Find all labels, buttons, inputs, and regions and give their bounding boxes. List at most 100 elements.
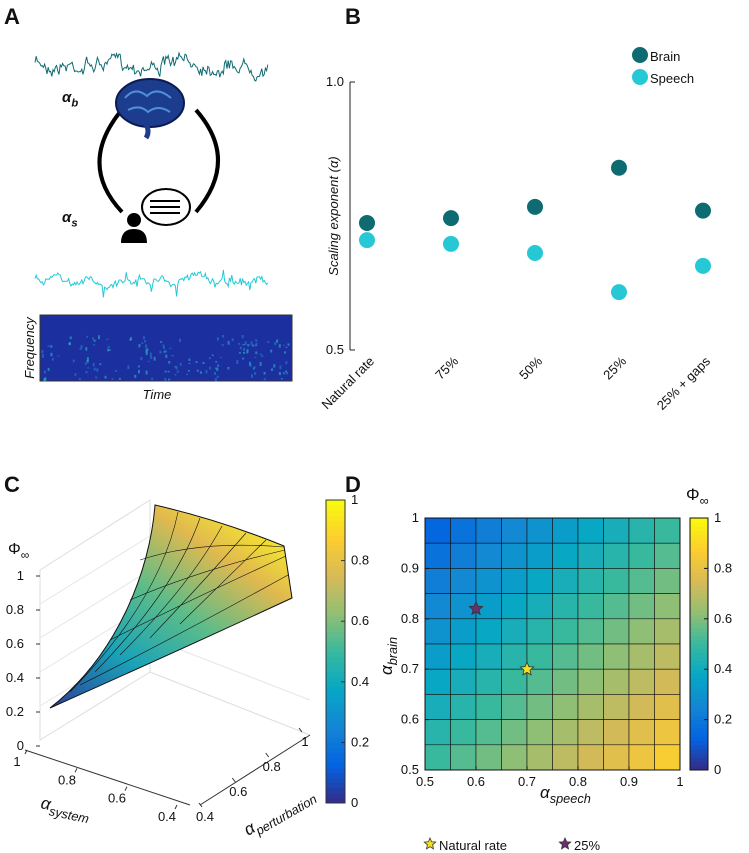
colorbar-segment <box>326 641 345 647</box>
x-tick-label: 1 <box>676 774 683 789</box>
dot <box>611 284 627 301</box>
spectrogram-speck <box>255 342 258 345</box>
heatmap-cell <box>628 643 655 670</box>
colorbar-segment <box>690 606 708 611</box>
heatmap-cell <box>654 719 681 746</box>
x-tick-label: 0.9 <box>620 774 638 789</box>
spectrogram-speck <box>145 370 148 375</box>
spectrogram-speck <box>140 356 143 361</box>
heatmap-cell <box>654 517 681 544</box>
heatmap-cell <box>577 542 604 569</box>
heatmap-cell <box>501 744 528 771</box>
x-tick-label: 50% <box>516 353 545 382</box>
colorbar-segment <box>326 737 345 743</box>
heatmap-cell <box>552 517 579 544</box>
brain-stem <box>143 122 151 140</box>
colorbar-segment <box>690 728 708 733</box>
colorbar-segment <box>326 686 345 693</box>
spectrogram-speck <box>51 358 54 361</box>
spectrogram-speck <box>196 369 199 372</box>
spectrogram-speck <box>43 370 46 374</box>
symbol: α <box>62 89 72 106</box>
colorbar-segment <box>690 597 708 603</box>
colorbar-segment <box>690 681 708 687</box>
colorbar-segment <box>326 535 345 541</box>
heatmap-cell <box>552 568 579 594</box>
spectrogram-speck <box>168 361 171 364</box>
heatmap-cell <box>552 668 579 695</box>
spectrogram-speck <box>108 349 111 351</box>
subscript: s <box>71 218 77 230</box>
x-tick-label: 0.6 <box>108 791 126 806</box>
spectrogram-speck <box>253 366 256 369</box>
colorbar-segment <box>690 530 708 536</box>
colorbar-segment <box>326 671 345 678</box>
panel-label: B <box>345 4 361 29</box>
heatmap-cell <box>450 618 477 645</box>
spectrogram-speck <box>283 351 286 354</box>
spectrogram-speck <box>68 343 71 345</box>
arc <box>97 110 124 214</box>
spectrogram-speck <box>69 336 72 340</box>
spectrogram-speck <box>254 356 257 358</box>
colorbar-segment <box>690 635 708 641</box>
waveform <box>34 269 269 298</box>
spectrogram-speck <box>285 361 288 365</box>
colorbar-segment <box>690 543 708 548</box>
colorbar-segment <box>326 696 345 703</box>
heatmap-cell <box>501 542 528 569</box>
spectrogram-speck <box>259 362 262 366</box>
colorbar-segment <box>326 702 345 708</box>
colorbar-segment <box>690 644 708 649</box>
spectrogram-speck <box>114 369 117 372</box>
colorbar-segment <box>690 648 708 653</box>
colorbar-segment <box>326 631 345 637</box>
spectrogram-speck <box>144 340 147 343</box>
marker-star <box>519 661 535 676</box>
legend-marker <box>558 836 572 850</box>
spectrogram-speck <box>263 378 266 381</box>
colorbar-segment <box>690 694 708 700</box>
spectrogram-speck <box>175 366 178 370</box>
spectrogram-speck <box>252 367 255 370</box>
bubble-lines <box>150 200 180 214</box>
x-axis-label: αspeech <box>540 783 591 806</box>
spectrogram-speck <box>43 378 46 382</box>
heatmap-cell <box>475 643 502 670</box>
heatmap-cell <box>501 517 528 544</box>
x-tick <box>24 749 28 755</box>
spectrogram-speck <box>98 335 101 340</box>
x-tick <box>124 786 128 791</box>
x-axis-label: Time <box>143 387 172 402</box>
spectrogram-speck <box>153 356 156 361</box>
spectrogram-speck <box>85 347 88 351</box>
legend-label: Speech <box>650 71 694 86</box>
colorbar-segment <box>690 547 708 553</box>
spectrogram-speck <box>129 338 132 341</box>
heatmap-cell <box>475 568 502 594</box>
colorbar-segment <box>690 711 708 716</box>
colorbar-tick-label: 0.6 <box>351 613 369 628</box>
spectrogram-speck <box>127 365 130 370</box>
y-tick-label: 0.5 <box>401 762 419 777</box>
spectrogram-speck <box>93 367 96 371</box>
colorbar-segment <box>690 732 708 737</box>
spectrogram-speck <box>208 357 211 360</box>
heatmap-cell <box>424 517 451 544</box>
colorbar-segment <box>326 717 345 723</box>
heatmap-cell <box>526 593 553 620</box>
colorbar-tick-label: 0 <box>714 762 721 777</box>
spectrogram-speck <box>164 370 167 373</box>
axes-box <box>39 499 311 741</box>
colorbar-segment <box>690 686 708 691</box>
spectrogram-speck <box>199 371 202 374</box>
heatmap-cell <box>603 568 630 594</box>
colorbar-segment <box>690 660 708 666</box>
spectrogram-speck <box>93 339 96 342</box>
surface-mesh <box>69 511 289 693</box>
spectrogram-speck <box>80 345 83 349</box>
heatmap-cell <box>450 719 477 746</box>
subscript: brain <box>385 637 400 665</box>
spectrogram-speck <box>231 338 234 342</box>
